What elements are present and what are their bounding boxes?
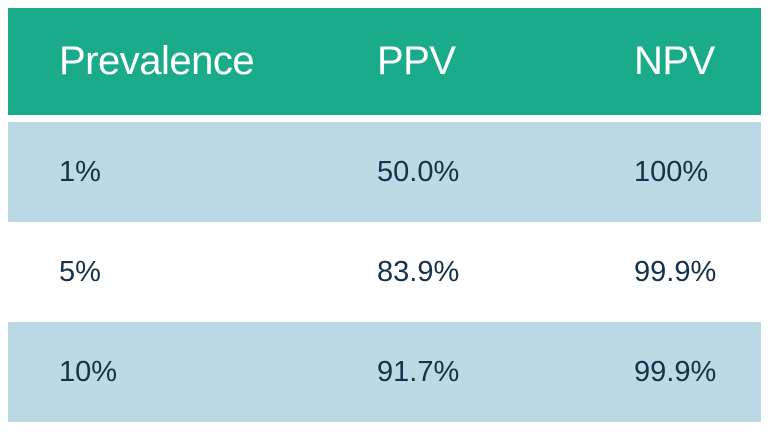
cell-npv: 99.9% xyxy=(634,255,717,288)
header-ppv: PPV xyxy=(377,39,456,83)
cell-ppv: 50.0% xyxy=(377,155,460,188)
cell-prevalence: 5% xyxy=(59,255,101,288)
table-row: 1% 50.0% 100% xyxy=(8,122,761,222)
data-table: Prevalence PPV NPV 1% 50.0% 100% 5% 83.9… xyxy=(8,8,761,422)
table-row: 5% 83.9% 99.9% xyxy=(8,222,761,322)
header-npv: NPV xyxy=(634,39,715,83)
cell-ppv: 83.9% xyxy=(377,255,460,288)
cell-npv: 99.9% xyxy=(634,355,717,388)
cell-prevalence: 1% xyxy=(59,155,101,188)
table-row: 10% 91.7% 99.9% xyxy=(8,322,761,422)
cell-ppv: 91.7% xyxy=(377,355,460,388)
table-header-row: Prevalence PPV NPV xyxy=(8,8,761,115)
cell-npv: 100% xyxy=(634,155,709,188)
header-prevalence: Prevalence xyxy=(59,39,255,83)
cell-prevalence: 10% xyxy=(59,355,118,388)
